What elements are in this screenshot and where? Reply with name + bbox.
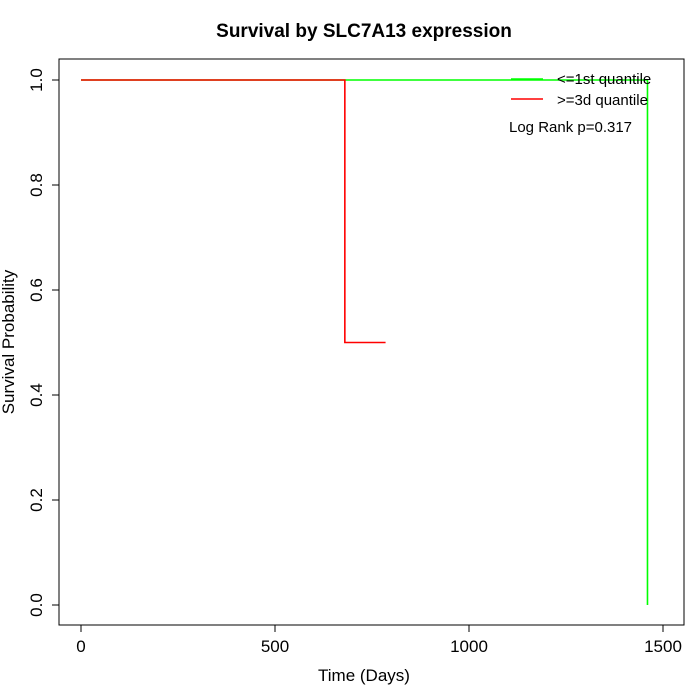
legend-label-low-quantile: <=1st quantile: [557, 71, 651, 88]
x-axis: 0 500 1000 1500: [76, 624, 682, 656]
x-tick-label: 0: [76, 637, 85, 656]
x-axis-label: Time (Days): [318, 666, 410, 685]
y-axis-label: Survival Probability: [0, 269, 18, 414]
chart-title: Survival by SLC7A13 expression: [216, 21, 512, 42]
x-tick-label: 500: [261, 637, 289, 656]
y-tick-label: 0.0: [27, 593, 46, 617]
y-tick-label: 0.6: [27, 278, 46, 302]
log-rank-annotation: Log Rank p=0.317: [509, 119, 632, 136]
legend-label-high-quantile: >=3d quantile: [557, 92, 648, 109]
y-tick-label: 0.2: [27, 488, 46, 512]
y-tick-label: 1.0: [27, 68, 46, 92]
y-tick-label: 0.8: [27, 173, 46, 197]
x-tick-label: 1500: [644, 637, 682, 656]
series-line-high-quantile: [81, 79, 386, 344]
y-tick-label: 0.4: [27, 383, 46, 407]
series-layer: [81, 79, 649, 605]
y-axis: 0.0 0.2 0.4 0.6 0.8 1.0: [27, 68, 60, 617]
x-tick-label: 1000: [450, 637, 488, 656]
legend: <=1st quantile >=3d quantile: [511, 71, 651, 109]
